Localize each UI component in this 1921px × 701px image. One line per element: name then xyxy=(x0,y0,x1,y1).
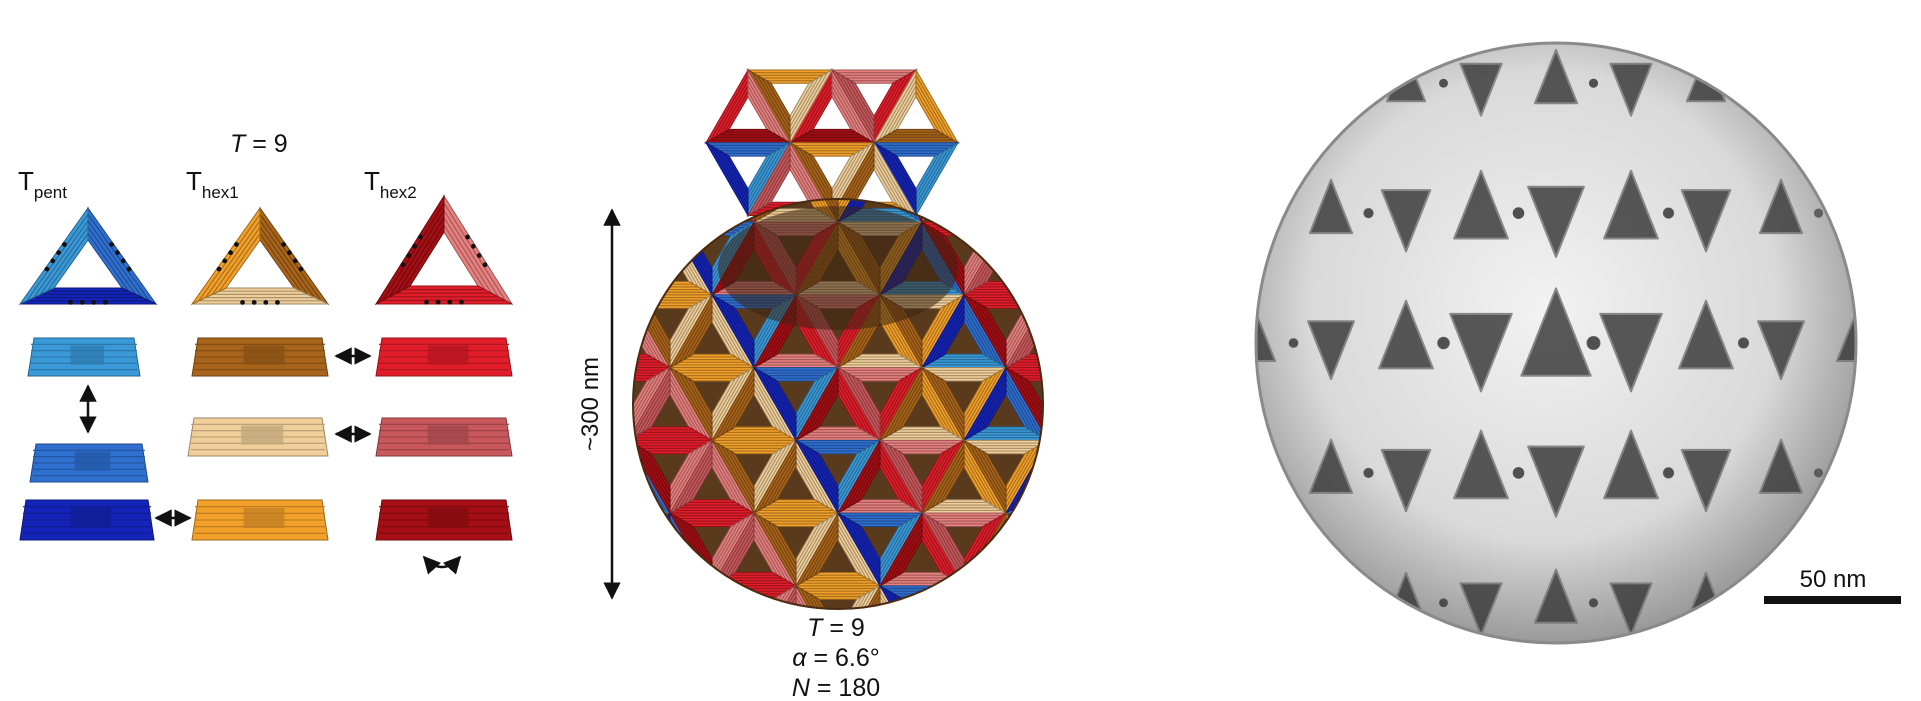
edge-bar-pent-2 xyxy=(29,443,149,483)
shell-pore-27 xyxy=(1288,338,1299,348)
capsid-triangle-60 xyxy=(878,584,966,609)
label-t-pent: Tpent xyxy=(18,166,67,202)
shell-pore-3 xyxy=(1439,78,1448,88)
shell-hole-6 xyxy=(1609,62,1653,117)
triangle-t-hex1 xyxy=(190,206,330,306)
shell-pore-55 xyxy=(1813,468,1824,478)
capsid-opening xyxy=(718,206,958,330)
edge-bar-hex1-1 xyxy=(191,337,329,377)
shell-pore-17 xyxy=(1512,207,1525,219)
shell-pore-9 xyxy=(1739,78,1748,88)
shell-pore-41 xyxy=(1889,339,1897,347)
shell-hole-52 xyxy=(1680,448,1732,513)
shell-hole-10 xyxy=(1308,178,1354,235)
shell-hole-60 xyxy=(1533,568,1579,624)
shell-hole-4 xyxy=(1533,48,1579,105)
shell-hole-24 xyxy=(1256,312,1277,362)
shell-hole-62 xyxy=(1609,582,1653,637)
capsid-fragment xyxy=(704,68,960,218)
triangle-t-hex2 xyxy=(374,194,514,306)
scale-bar xyxy=(1764,596,1901,604)
fragment-triangle-4 xyxy=(704,68,792,145)
shell-hole-16 xyxy=(1527,185,1585,258)
shell-hole-14 xyxy=(1453,169,1509,240)
shell-pore-35 xyxy=(1587,336,1600,350)
edge-view-bars xyxy=(19,337,513,541)
shell-rim xyxy=(1254,41,1858,645)
fragment-triangle-3 xyxy=(872,68,960,145)
shell-hole-34 xyxy=(1599,312,1663,393)
shell-hole-42 xyxy=(1308,438,1354,494)
shell-hole-28 xyxy=(1378,299,1434,370)
param-n: N = 180 xyxy=(792,674,880,701)
shell-hole-30 xyxy=(1449,312,1513,393)
shell-hole-44 xyxy=(1380,448,1432,513)
shell-pore-39 xyxy=(1738,338,1749,348)
shell-hole-26 xyxy=(1307,320,1355,381)
shell-hole-20 xyxy=(1680,189,1732,253)
size-label: ~300 nm xyxy=(577,357,604,451)
shell-hole-38 xyxy=(1757,320,1805,381)
edge-bar-hex1-3 xyxy=(191,499,329,541)
edge-bar-hex1-2 xyxy=(187,417,329,457)
shell-hole-48 xyxy=(1527,445,1585,518)
edge-bar-hex2-2 xyxy=(375,417,513,457)
shell-pore-13 xyxy=(1363,207,1374,219)
shell-pore-21 xyxy=(1663,207,1674,219)
shell-pore-63 xyxy=(1589,598,1598,608)
edge-bar-hex2-1 xyxy=(375,337,513,377)
shell-pore-23 xyxy=(1813,208,1824,218)
shell-hole-36 xyxy=(1678,299,1734,370)
shell-pore-7 xyxy=(1589,78,1598,88)
cryoem-map-panel: 50 nm xyxy=(1254,41,1901,645)
arrow-hex2-self-curved xyxy=(422,555,462,575)
shell-hole-50 xyxy=(1603,429,1659,500)
shell-pore-31 xyxy=(1437,336,1450,350)
shell-hole-40 xyxy=(1835,312,1856,362)
label-t-hex2: Thex2 xyxy=(364,166,417,202)
shell-hole-46 xyxy=(1453,429,1509,500)
shell-pore-65 xyxy=(1739,598,1748,608)
shell-pore-45 xyxy=(1363,467,1374,479)
edge-bar-hex2-3 xyxy=(375,499,513,541)
shell-pore-49 xyxy=(1512,467,1525,479)
shell-hole-2 xyxy=(1459,62,1503,117)
shell-lattice-holes xyxy=(1256,48,1897,637)
shell-pore-53 xyxy=(1663,467,1674,479)
monomer-panel: T = 9 Tpent Thex1 Thex2 xyxy=(18,130,514,575)
shell-hole-32 xyxy=(1520,287,1592,377)
monomer-triangles xyxy=(18,194,514,306)
label-t-hex1: Thex1 xyxy=(186,166,239,202)
edge-bar-pent-3 xyxy=(19,499,155,541)
shell-pore-59 xyxy=(1439,598,1448,608)
param-t: T = 9 xyxy=(807,614,865,642)
param-alpha: α = 6.6° xyxy=(792,644,880,672)
capsid-triangle-56 xyxy=(710,584,798,609)
triangle-t-pent xyxy=(18,206,158,306)
capsid-shell-model xyxy=(633,199,1043,609)
shell-hole-22 xyxy=(1758,178,1804,235)
capsid-triangle-35 xyxy=(1004,366,1043,443)
shell-hole-18 xyxy=(1603,169,1659,240)
shell-hole-54 xyxy=(1758,438,1804,494)
capsid-model-panel: ~300 nm T = 9 α = 6.6° N = 180 xyxy=(577,68,1044,701)
shell-hole-12 xyxy=(1380,189,1432,253)
capsid-outline xyxy=(632,198,1044,610)
scale-bar-label: 50 nm xyxy=(1800,566,1867,593)
shell-hole-58 xyxy=(1459,582,1503,637)
edge-bar-pent-1 xyxy=(27,337,141,377)
panel-title: T = 9 xyxy=(230,130,288,158)
